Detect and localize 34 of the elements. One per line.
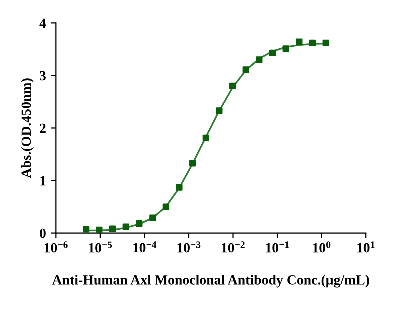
point [162,204,170,210]
point [269,50,276,56]
point [282,46,290,52]
point [96,226,103,234]
x-tick-label: 10$^{−1}$ [266,242,290,253]
point [230,82,236,90]
x-tick-label: 10$^{−6}$ [44,242,68,253]
point [176,184,183,191]
point [136,220,143,228]
point [109,226,116,232]
y-tick-label: 2 [40,124,46,134]
x-axis-title: Anti-Human Axl Monoclonal Antibody Conc.(μg/mL) [52,275,370,288]
x-tick-label: 10$^{−4}$ [133,242,157,253]
x-tick-label: 10$^{−5}$ [89,242,112,253]
x-tick-label: 10$^{−3}$ [178,242,201,253]
x-tick-label: 10$^{0}$ [313,242,331,253]
y-tick-label: 0 [40,228,46,238]
point [83,226,90,233]
y-axis-title: Abs.(OD.450nm) [21,78,34,178]
point [322,40,330,46]
y-tick-label: 3 [40,71,46,81]
x-tick-label: 10$^{−2}$ [222,242,245,253]
point [190,160,196,167]
point [309,40,316,46]
point [256,56,263,64]
point [296,38,303,46]
point [150,214,156,222]
y-tick-label: 1 [40,176,46,186]
y-tick-label: 4 [40,18,46,28]
point [216,108,223,114]
point [242,66,250,74]
point [122,224,130,230]
point [202,134,210,142]
x-tick-label: 10$^{1}$ [358,242,375,253]
